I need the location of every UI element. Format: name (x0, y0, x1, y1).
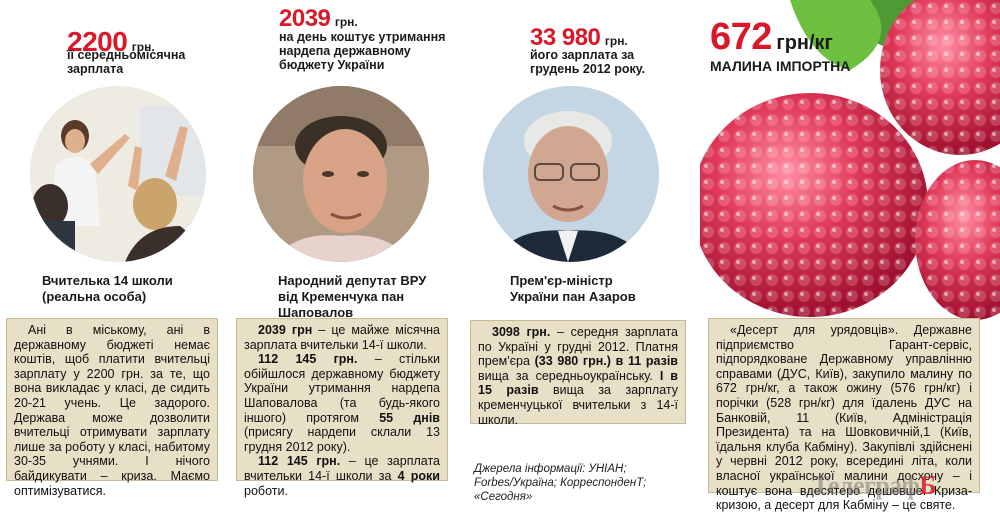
raspberry-photo (700, 0, 1000, 320)
raspberry-price-amount: 672 грн/кг (710, 16, 833, 58)
sources-note: Джерела інформації: УНІАН; Forbes/Україн… (474, 463, 647, 503)
teacher-salary-subtitle: її середньомісячна зарплата (67, 48, 186, 76)
premier-column: 33 980 грн. його зарплата за грудень 201… (460, 0, 700, 521)
raspberry-column: 672 грн/кг МАЛИНА ІМПОРТНА «Десерт для у… (700, 0, 1000, 521)
deputy-cost-amount: 2039 грн. (279, 5, 358, 32)
deputy-column: 2039 грн. на день коштує утримання нарде… (230, 0, 460, 521)
teacher-column: 2200 грн. її середньомісячна зарплата Вч… (0, 0, 230, 521)
raspberry-price-subtitle: МАЛИНА ІМПОРТНА (710, 58, 851, 74)
deputy-caption: Народний депутат ВРУ від Кременчука пан … (278, 273, 427, 320)
premier-info-box: 3098 грн. – середня зарплата по Україні … (470, 320, 686, 427)
telegraf-logo: ТелеграфБ (812, 471, 936, 500)
premier-salary-subtitle: його зарплата за грудень 2012 року. (530, 48, 646, 76)
teacher-photo (30, 86, 206, 262)
deputy-photo (253, 86, 429, 262)
raspberry-info-box: «Десерт для урядовців». Державне підприє… (708, 318, 980, 512)
deputy-info-box: 2039 грн – це майже місячна зарплата вчи… (236, 318, 448, 498)
teacher-caption: Вчителька 14 школи (реальна особа) (42, 273, 173, 304)
teacher-info-box: Ані в міському, ані в державному бюджеті… (6, 318, 218, 498)
premier-salary-amount: 33 980 грн. (530, 24, 628, 51)
teacher-salary-amount: 2200 грн. (67, 26, 155, 57)
deputy-cost-subtitle: на день коштує утримання нардепа державн… (279, 30, 446, 72)
premier-caption: Прем'єр-міністр України пан Азаров (510, 273, 636, 304)
premier-photo (483, 86, 659, 262)
